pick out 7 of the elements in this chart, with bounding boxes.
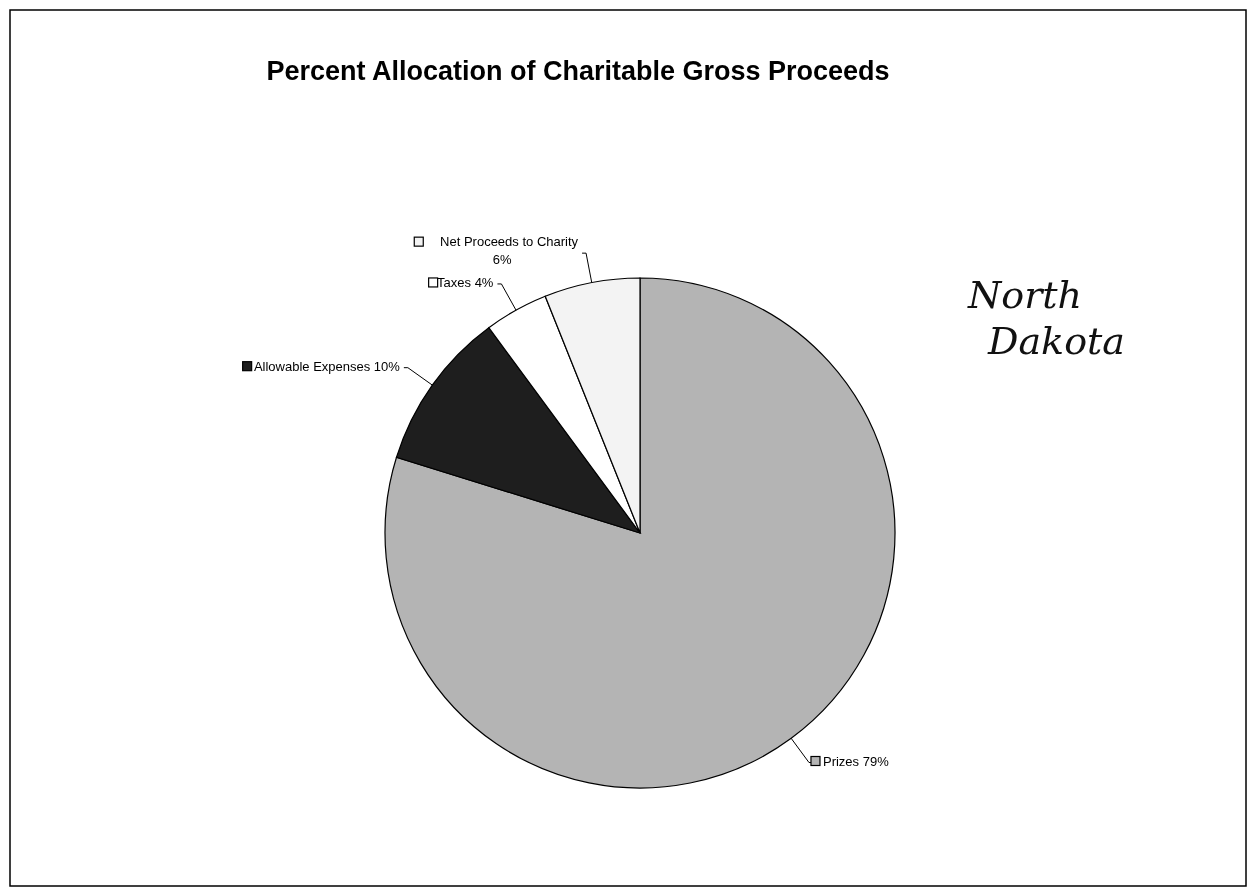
text: North Dakota — [967, 273, 1125, 363]
data-label: 6% — [492, 252, 512, 268]
legend-label: Net Proceeds to Charity — [440, 234, 579, 250]
legend-label: Prizes 79% — [822, 753, 890, 769]
legend-label: Taxes 4% — [437, 274, 494, 290]
chart-title: Percent Allocation of Charitable Gross Proceeds — [266, 56, 890, 86]
legend-label: Allowable Expenses 10% — [253, 358, 401, 374]
